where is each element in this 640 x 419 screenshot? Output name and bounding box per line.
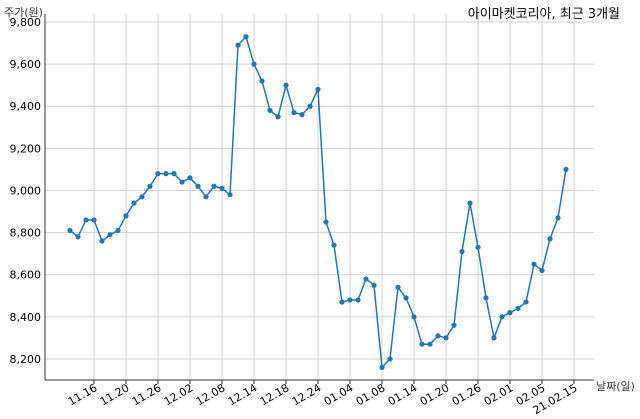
data-point xyxy=(459,248,465,255)
data-point xyxy=(307,103,313,109)
x-tick-label: 11.16 xyxy=(66,381,100,408)
data-point xyxy=(563,166,569,173)
data-point xyxy=(339,299,345,305)
x-tick-label: 11.20 xyxy=(98,381,132,408)
data-point xyxy=(419,341,425,347)
axes xyxy=(44,14,594,384)
x-tick-label: 12.18 xyxy=(258,381,292,408)
x-tick-label: 01.08 xyxy=(354,381,388,408)
data-point xyxy=(331,242,337,248)
data-point xyxy=(75,234,81,240)
y-tick-label: 8,400 xyxy=(10,311,42,324)
y-tick-label: 8,600 xyxy=(10,269,42,282)
data-point xyxy=(267,107,273,114)
chart-title: 아이마켓코리아, 최근 3개월 xyxy=(468,7,620,22)
y-tick-label: 9,200 xyxy=(10,142,42,155)
x-tick-label: 01.14 xyxy=(386,381,420,408)
x-tick-label: 01.04 xyxy=(322,381,356,408)
data-point xyxy=(171,171,177,177)
data-point xyxy=(219,185,225,191)
data-point xyxy=(91,217,97,223)
data-point xyxy=(203,194,209,200)
data-point xyxy=(299,112,305,118)
data-point xyxy=(211,183,217,189)
price-series xyxy=(67,34,569,370)
data-point xyxy=(115,227,121,234)
data-point xyxy=(147,183,153,189)
data-point xyxy=(539,267,545,274)
data-point xyxy=(83,217,89,223)
data-point xyxy=(499,314,505,320)
data-point xyxy=(395,284,401,290)
data-point xyxy=(491,335,497,341)
data-point xyxy=(251,61,257,67)
data-point xyxy=(107,232,113,238)
data-point xyxy=(355,297,361,303)
y-tick-label: 9,600 xyxy=(10,58,42,71)
data-point xyxy=(235,42,241,48)
data-point xyxy=(363,276,369,282)
x-tick-label: 11.26 xyxy=(130,381,164,408)
data-point xyxy=(179,179,185,185)
x-tick-label: 01.20 xyxy=(418,381,452,408)
data-point xyxy=(187,175,193,181)
data-point xyxy=(227,192,233,198)
data-point xyxy=(379,364,385,370)
grid-lines xyxy=(45,14,594,380)
data-point xyxy=(387,356,393,362)
data-point xyxy=(283,82,289,88)
x-axis-title: 날짜(일) xyxy=(596,379,635,393)
data-point xyxy=(547,236,553,242)
data-point xyxy=(523,299,529,305)
data-point xyxy=(427,341,433,347)
x-tick-label: 12.08 xyxy=(194,381,228,408)
x-tick-label: 12.02 xyxy=(162,381,196,408)
x-tick-label: 12.24 xyxy=(290,381,324,408)
data-point xyxy=(243,34,249,40)
data-point xyxy=(411,314,417,320)
y-axis-title: 주가(원) xyxy=(4,6,43,19)
data-point xyxy=(515,305,521,311)
data-point xyxy=(475,244,481,250)
y-tick-labels: 8,200 8,400 8,600 8,800 9,000 9,200 9,400 9,600… xyxy=(10,16,42,366)
data-point xyxy=(467,200,473,206)
data-point xyxy=(323,219,329,225)
data-point xyxy=(315,86,321,92)
data-point xyxy=(507,310,513,316)
x-tick-label: 01.26 xyxy=(450,381,484,408)
data-point xyxy=(99,238,105,244)
data-point xyxy=(371,282,377,288)
data-point xyxy=(291,109,297,116)
y-tick-label: 9,800 xyxy=(10,16,42,29)
y-tick-label: 9,400 xyxy=(10,100,42,113)
data-point xyxy=(155,171,161,177)
data-point xyxy=(67,227,73,234)
data-point xyxy=(403,295,409,301)
x-tick-label: 02.01 xyxy=(482,381,516,408)
x-tick-labels: 11.1611.2011.2612.0212.0812.1412.1812.24… xyxy=(66,381,580,417)
data-point xyxy=(531,261,537,267)
data-point xyxy=(259,78,265,84)
data-point xyxy=(483,295,489,301)
data-point xyxy=(435,333,441,339)
data-point xyxy=(163,171,169,177)
data-point xyxy=(131,200,137,206)
data-point xyxy=(451,322,457,328)
data-point xyxy=(195,183,201,189)
y-tick-label: 8,200 xyxy=(10,353,42,366)
data-point xyxy=(275,114,281,120)
data-point xyxy=(443,335,449,341)
y-tick-label: 8,800 xyxy=(10,227,42,240)
y-tick-label: 9,000 xyxy=(10,184,42,197)
data-point xyxy=(123,213,129,219)
data-point xyxy=(555,215,561,221)
data-point xyxy=(139,194,145,200)
x-tick-label: 12.14 xyxy=(226,381,260,408)
data-point xyxy=(347,297,353,303)
